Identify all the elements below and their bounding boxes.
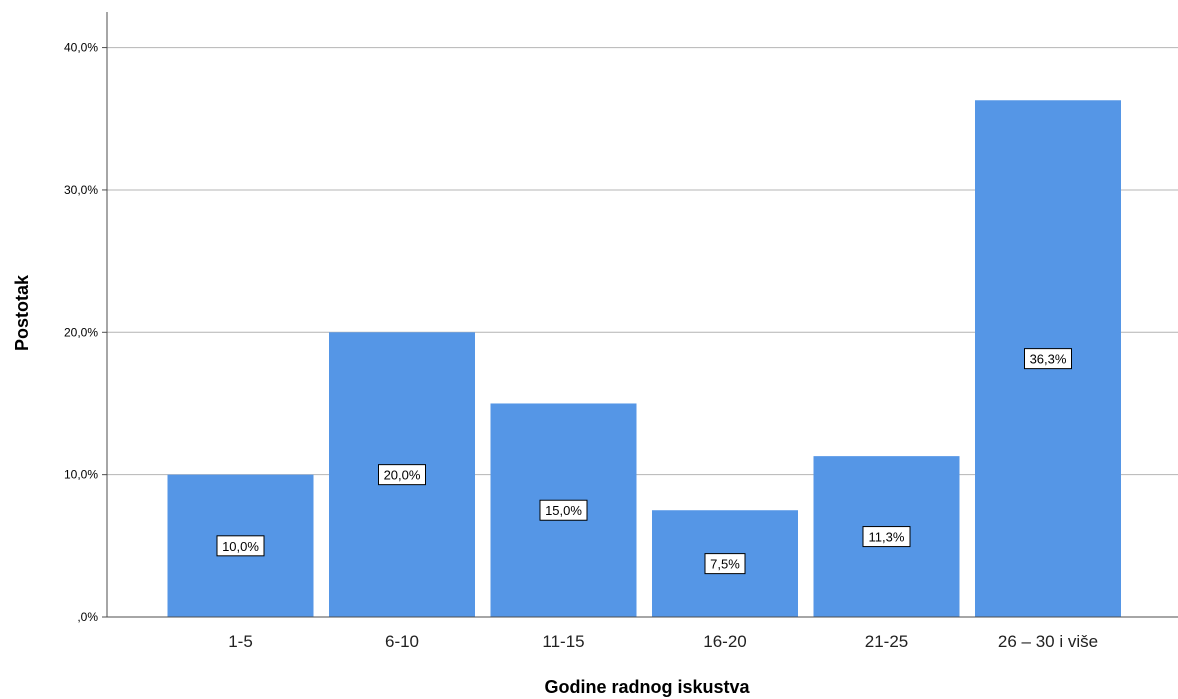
axes [106, 12, 1178, 618]
data-label-box [216, 535, 265, 557]
data-label-box [704, 553, 746, 575]
data-label: 36,3% [1030, 352, 1067, 367]
bars [167, 100, 1121, 617]
data-label-box [378, 464, 426, 486]
x-tick-label: 11-15 [542, 632, 584, 651]
data-label-box [539, 499, 588, 521]
y-tick-label: 30,0% [64, 183, 98, 197]
y-tick-label: 10,0% [64, 468, 98, 482]
x-tick-label: 6-10 [385, 632, 419, 651]
data-label: 7,5% [710, 557, 740, 572]
y-tick-labels: ,0% 10,0% 20,0% 30,0% 40,0% [64, 41, 107, 624]
y-tick-label: 20,0% [64, 325, 98, 339]
y-tick-label: 40,0% [64, 41, 98, 55]
data-label: 15,0% [545, 503, 582, 518]
x-tick-label: 26 – 30 i više [998, 632, 1098, 651]
x-tick-label: 16-20 [703, 632, 746, 651]
y-tick-label: ,0% [77, 610, 98, 624]
data-label: 10,0% [222, 539, 259, 554]
data-label: 20,0% [384, 468, 421, 483]
x-tick-label: 1-5 [228, 632, 253, 651]
data-label-box [1024, 348, 1072, 370]
data-label: 11,3% [869, 530, 905, 545]
y-axis-title: Postotak [12, 274, 32, 351]
data-labels: 10,0% 20,0% 15,0% 7,5% 11,3% 36,3% [216, 348, 1072, 575]
x-tick-labels: 1-5 6-10 11-15 16-20 21-25 26 – 30 i više [228, 632, 1098, 651]
data-label-box [862, 526, 911, 548]
x-axis-title: Godine radnog iskustva [544, 677, 750, 697]
x-tick-label: 21-25 [865, 632, 908, 651]
